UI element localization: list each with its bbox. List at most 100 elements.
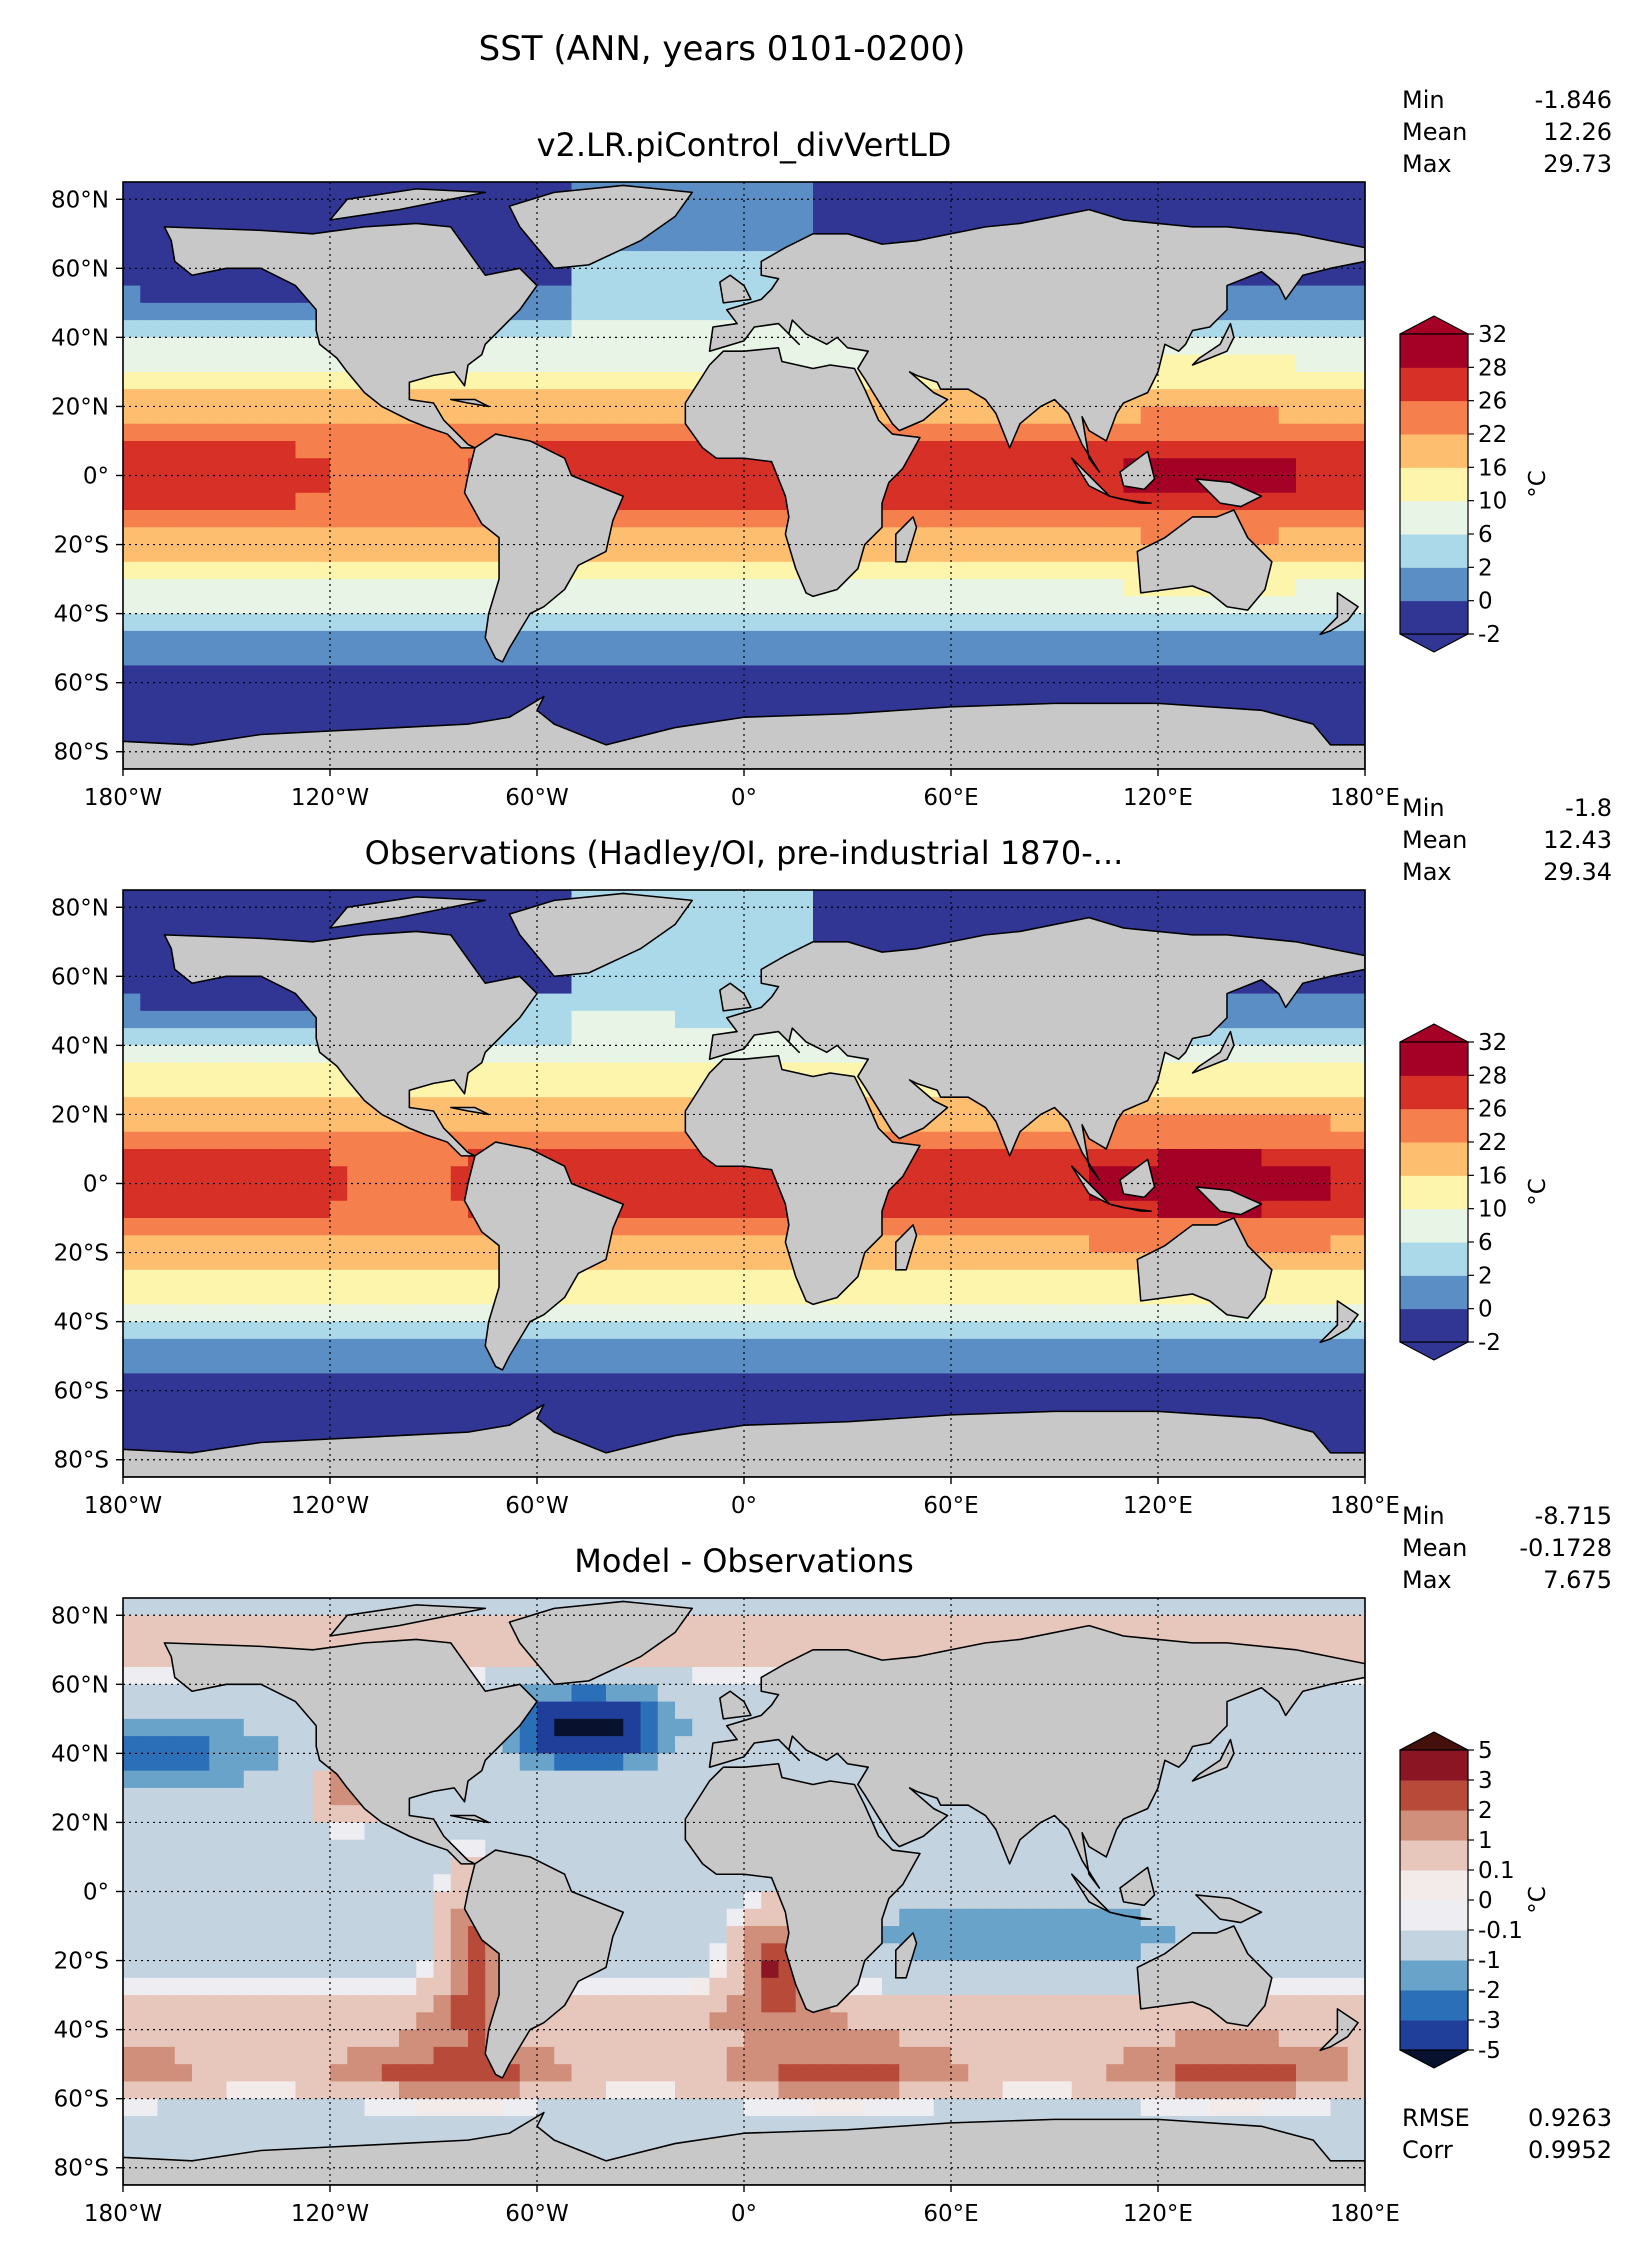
field-cell — [1347, 1338, 1366, 1357]
field-cell — [933, 544, 952, 563]
field-cell — [916, 648, 935, 667]
field-cell — [381, 596, 400, 615]
field-cell — [1158, 1097, 1176, 1116]
field-cell — [123, 976, 141, 995]
field-cell — [123, 596, 141, 615]
field-cell — [571, 1148, 590, 1167]
field-cell — [519, 890, 538, 908]
field-cell — [606, 993, 624, 1012]
field-cell — [554, 1304, 573, 1323]
field-cell — [1123, 890, 1142, 908]
field-cell — [468, 1235, 486, 1254]
field-cell — [623, 1373, 642, 1392]
field-cell — [882, 1304, 900, 1323]
field-cell — [1261, 993, 1280, 1012]
field-cell — [933, 1114, 952, 1133]
field-cell — [1002, 1356, 1021, 1375]
field-cell — [951, 423, 969, 442]
field-cell — [243, 475, 262, 494]
field-cell — [399, 1304, 417, 1323]
field-cell — [1106, 890, 1125, 908]
field-cell — [882, 1356, 900, 1375]
field-cell — [675, 492, 693, 511]
field-cell — [1347, 1062, 1366, 1081]
field-cell — [1054, 475, 1073, 494]
field-cell — [261, 993, 279, 1012]
field-cell — [1209, 1148, 1228, 1167]
field-cell — [295, 1338, 314, 1357]
field-cell — [261, 1062, 279, 1081]
field-cell — [399, 544, 417, 563]
field-cell — [519, 1097, 538, 1116]
field-cell — [174, 596, 193, 615]
field-cell — [174, 665, 193, 684]
field-cell — [985, 1183, 1004, 1202]
field-cell — [209, 423, 228, 442]
field-cell — [278, 630, 297, 649]
field-cell — [468, 907, 486, 926]
field-cell — [744, 1218, 762, 1236]
field-cell — [899, 182, 918, 200]
field-cell — [1140, 1373, 1159, 1392]
field-cell — [882, 1321, 900, 1340]
field-cell — [399, 1390, 417, 1409]
field-cell — [1002, 682, 1021, 701]
stat-value: 29.73 — [1543, 150, 1612, 178]
field-cell — [1227, 371, 1245, 390]
field-cell — [1330, 1269, 1349, 1288]
field-cell — [1020, 596, 1038, 615]
field-cell — [243, 613, 262, 632]
field-cell — [882, 907, 900, 926]
field-cell — [1106, 1235, 1125, 1254]
field-cell — [1278, 561, 1297, 580]
field-cell — [571, 699, 590, 718]
field-cell — [1296, 561, 1314, 580]
field-cell — [278, 1252, 297, 1271]
field-cell — [864, 216, 883, 235]
field-cell — [985, 1304, 1004, 1323]
field-cell — [502, 959, 521, 977]
field-cell — [1244, 337, 1263, 356]
field-cell — [623, 1114, 642, 1133]
field-cell — [795, 1045, 814, 1064]
field-cell — [537, 613, 555, 632]
field-cell — [226, 458, 245, 477]
field-cell — [864, 1390, 883, 1409]
field-cell — [657, 354, 676, 373]
field-cell — [295, 699, 314, 718]
field-cell — [1158, 1079, 1176, 1098]
field-cell — [778, 1407, 797, 1426]
field-cell — [1192, 337, 1211, 356]
field-cell — [726, 1183, 745, 1202]
field-cell — [1227, 423, 1245, 442]
field-cell — [157, 717, 176, 736]
colorbar-tick-label: 10 — [1478, 489, 1507, 515]
field-cell — [1330, 1356, 1349, 1375]
field-cell — [1278, 475, 1297, 494]
field-cell — [347, 1166, 366, 1185]
field-cell — [623, 1062, 642, 1081]
field-cell — [399, 1287, 417, 1305]
field-cell — [485, 907, 504, 926]
field-cell — [933, 1373, 952, 1392]
field-cell — [882, 1269, 900, 1288]
field-cell — [1296, 648, 1314, 667]
field-cell — [485, 699, 504, 718]
field-cell — [485, 1062, 504, 1081]
field-cell — [468, 1356, 486, 1375]
field-cell — [933, 1235, 952, 1254]
field-cell — [140, 406, 159, 425]
field-cell — [830, 199, 849, 218]
field-cell — [226, 630, 245, 649]
field-cell — [1209, 182, 1228, 200]
field-cell — [588, 717, 607, 736]
field-cell — [157, 406, 176, 425]
field-cell — [537, 1079, 555, 1098]
field-cell — [140, 682, 159, 701]
field-cell — [899, 613, 918, 632]
field-cell — [830, 613, 849, 632]
field-cell — [968, 561, 987, 580]
field-cell — [364, 1218, 383, 1236]
field-cell — [261, 596, 279, 615]
field-cell — [1020, 648, 1038, 667]
